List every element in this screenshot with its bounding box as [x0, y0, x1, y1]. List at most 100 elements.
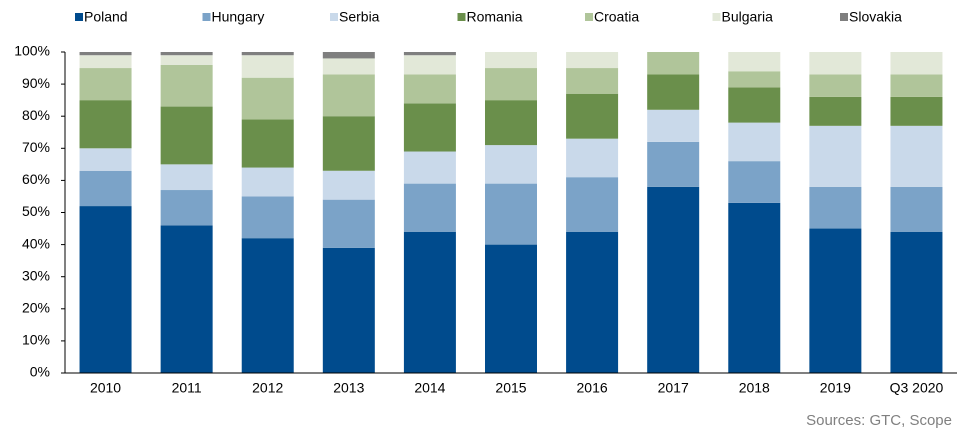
bar-segment — [890, 231, 943, 373]
legend-label: Bulgaria — [722, 9, 774, 25]
bar-segment — [728, 87, 781, 123]
legend-label: Slovakia — [849, 9, 902, 25]
legend-swatch — [202, 13, 211, 21]
y-tick-label: 60% — [22, 171, 50, 187]
x-tick-label: Q3 2020 — [890, 380, 944, 396]
bar-segment — [241, 55, 294, 78]
bar-segment — [241, 167, 294, 197]
bar-segment — [322, 247, 375, 373]
bar-segment — [485, 244, 537, 373]
bar-segment — [403, 151, 456, 184]
legend-swatch — [585, 13, 593, 21]
bar-segment — [79, 100, 132, 149]
bar-segment — [241, 238, 294, 373]
x-tick-label: 2010 — [90, 380, 121, 396]
bar-segment — [728, 71, 781, 88]
bar-segment — [890, 74, 943, 97]
bar-segment — [647, 74, 700, 110]
bar-segment — [566, 231, 619, 373]
bar-segment — [485, 68, 537, 101]
x-tick-label: 2018 — [739, 380, 770, 396]
x-tick-label: 2012 — [252, 380, 283, 396]
bar-segment — [485, 183, 537, 245]
y-tick-label: 30% — [22, 267, 50, 283]
y-tick-label: 100% — [14, 43, 50, 59]
bar-segment — [241, 52, 294, 56]
y-tick-label: 80% — [22, 107, 50, 123]
bar-segment — [647, 186, 700, 373]
bar-segment — [566, 138, 619, 178]
bar-segment — [322, 116, 375, 171]
bar-segment — [403, 74, 456, 104]
x-tick-label: 2014 — [414, 380, 445, 396]
bar-segment — [160, 55, 213, 65]
legend-label: Poland — [84, 9, 128, 25]
bar-segment — [485, 100, 537, 146]
bar-segment — [809, 52, 862, 75]
bar-segment — [566, 68, 619, 94]
legend-label: Serbia — [339, 9, 380, 25]
legend-swatch — [712, 13, 721, 21]
bar-segment — [160, 164, 213, 191]
y-tick-label: 40% — [22, 235, 50, 251]
y-tick-label: 90% — [22, 75, 50, 91]
y-tick-label: 50% — [22, 203, 50, 219]
bar-segment — [566, 177, 619, 232]
legend-label: Croatia — [594, 9, 639, 25]
legend-label: Romania — [467, 9, 523, 25]
bar-segment — [485, 52, 537, 69]
bar-segment — [890, 125, 943, 187]
bar-segment — [728, 202, 781, 373]
bar-segment — [79, 206, 132, 373]
bar-segment — [79, 148, 132, 171]
bar-segment — [322, 52, 375, 59]
y-tick-label: 20% — [22, 300, 50, 316]
bar-segment — [890, 96, 943, 126]
bar-segment — [79, 52, 132, 56]
bar-segment — [241, 119, 294, 168]
bar-segment — [809, 228, 862, 373]
bar-segment — [809, 74, 862, 97]
bar-segment — [566, 93, 619, 139]
x-tick-label: 2015 — [495, 380, 526, 396]
bar-segment — [566, 52, 619, 69]
x-tick-label: 2016 — [577, 380, 608, 396]
x-tick-label: 2013 — [333, 380, 364, 396]
bar-segment — [241, 77, 294, 120]
bar-segment — [403, 231, 456, 373]
bar-segment — [160, 52, 213, 56]
y-tick-label: 10% — [22, 332, 50, 348]
bar-segment — [241, 196, 294, 239]
source-note: Sources: GTC, Scope — [806, 412, 952, 429]
bar-segment — [890, 52, 943, 75]
x-tick-label: 2011 — [172, 380, 202, 396]
legend-label: Hungary — [212, 9, 265, 25]
bar-segment — [79, 55, 132, 69]
bar-segment — [403, 103, 456, 152]
bar-segment — [160, 64, 213, 107]
bar-segment — [809, 186, 862, 229]
bar-segment — [322, 170, 375, 200]
bar-segment — [322, 58, 375, 75]
bar-segment — [728, 52, 781, 72]
bar-segment — [890, 186, 943, 232]
bar-segment — [403, 55, 456, 75]
bar-segment — [403, 183, 456, 232]
legend-swatch — [840, 13, 848, 21]
bar-segment — [79, 170, 132, 207]
bar-segment — [322, 199, 375, 248]
y-tick-label: 0% — [30, 364, 50, 380]
bar-segment — [728, 122, 781, 162]
bar-segment — [647, 141, 700, 187]
legend-swatch — [330, 13, 338, 21]
bar-segment — [728, 161, 781, 203]
bar-segment — [160, 190, 213, 226]
bar-segment — [322, 74, 375, 117]
bar-segment — [79, 68, 132, 101]
legend-swatch — [457, 13, 466, 21]
bar-segment — [160, 106, 213, 165]
bar-segment — [809, 96, 862, 126]
bar-segment — [485, 145, 537, 184]
legend-swatch — [75, 13, 83, 21]
